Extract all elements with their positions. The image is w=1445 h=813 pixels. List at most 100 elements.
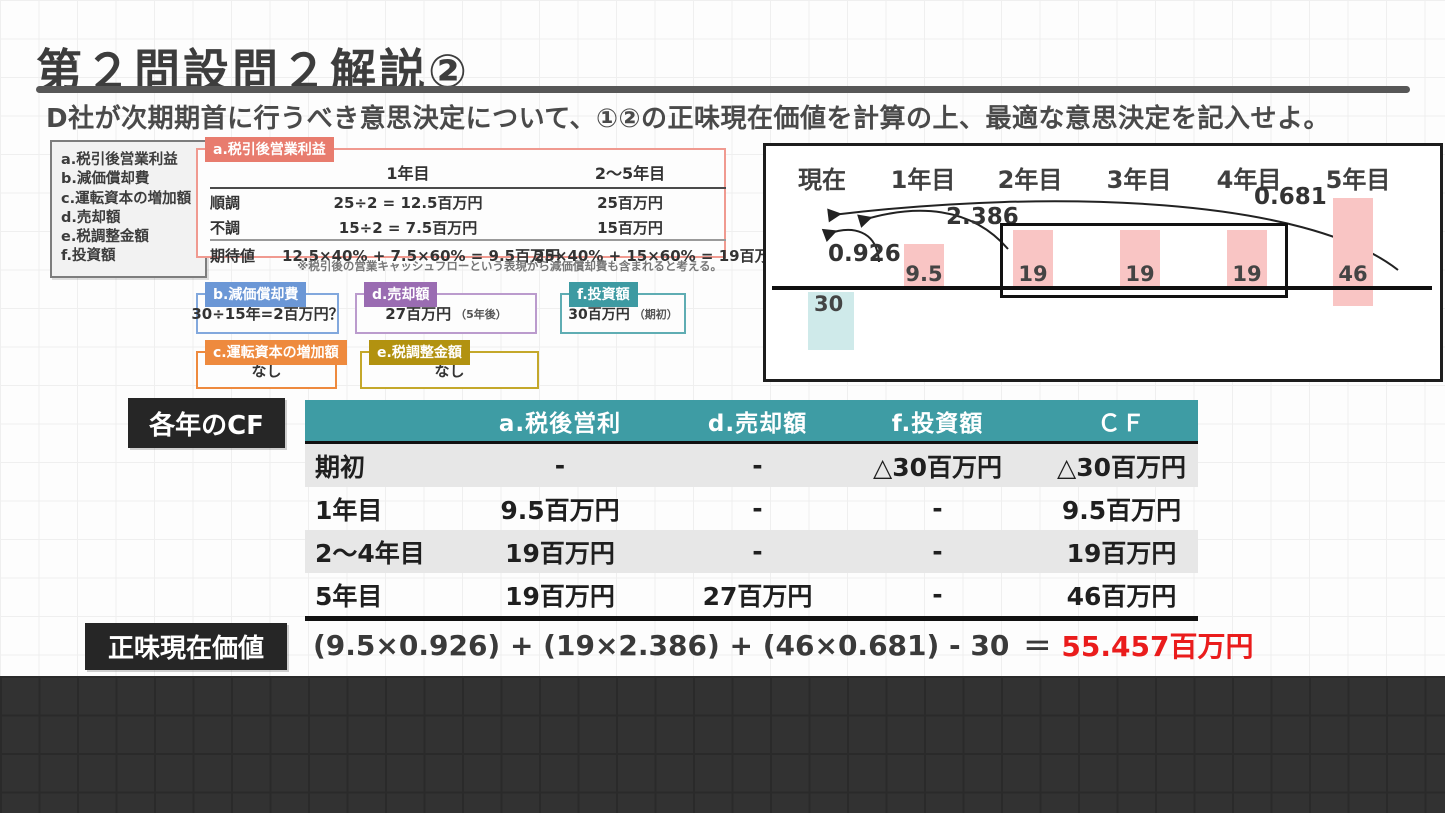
legend-item: a.税引後営業利益: [61, 152, 178, 168]
cell: 25百万円: [597, 194, 663, 212]
box-a-table: 1年目 2～5年目 順調 25÷2 = 12.5百万円 25百万円 不調 15÷…: [210, 160, 785, 267]
npv-equation: (9.5×0.926) + (19×2.386) + (46×0.681) - …: [313, 625, 1253, 665]
cell: 25×40% + 15×60% = 19百万円: [534, 239, 785, 267]
box-a-col1-header: 1年目: [282, 160, 534, 189]
row-label: 期初: [315, 452, 366, 482]
legend-item: f.投資額: [61, 248, 116, 265]
npv-result: 55.457百万円: [1061, 630, 1254, 663]
legend-item: e.税調整金額: [61, 229, 149, 246]
cell: 25÷2 = 12.5百万円: [333, 194, 483, 212]
cell: 12.5×40% + 7.5×60% = 9.5百万円: [282, 239, 560, 267]
year-label: 1年目: [890, 166, 956, 194]
row-label: 不調: [210, 219, 241, 237]
bar-value: 19: [1018, 262, 1048, 286]
cell: 19百万円: [1066, 538, 1177, 568]
box-f-value: 30百万円: [568, 306, 630, 323]
box-e-value: なし: [434, 361, 465, 380]
row-label: 1年目: [315, 495, 383, 525]
cf-bar-year4: 19: [1227, 230, 1267, 286]
box-e-tag: e.税調整金額: [369, 340, 470, 365]
header-sale: d.売却額: [707, 410, 808, 437]
year-label: 4年目: [1216, 166, 1282, 194]
cell: 9.5百万円: [500, 495, 620, 525]
box-d-value: 27百万円: [385, 305, 452, 323]
table-row: 5年目 19百万円 27百万円 - 46百万円: [305, 573, 1198, 621]
box-c-tag: c.運転資本の増加額: [205, 340, 347, 365]
year-label: 現在: [798, 166, 846, 194]
cf-table-header: a.税後営利 d.売却額 f.投資額 ＣＦ: [305, 400, 1198, 444]
cell: -: [932, 580, 943, 609]
annuity-highlight-rect: [1000, 223, 1288, 298]
cell: △30百万円: [872, 452, 1003, 482]
box-f-tag: f.投資額: [569, 282, 638, 307]
cell: 19百万円: [505, 581, 615, 611]
cell: 46百万円: [1066, 581, 1177, 611]
legend-item: d.売却額: [61, 209, 121, 226]
letterbox-footer: [0, 676, 1445, 813]
box-b-value: 30÷15年=2百万円？: [191, 305, 344, 323]
box-tax-adjustment: e.税調整金額 なし: [360, 340, 539, 389]
cell: 15百万円: [597, 219, 663, 237]
box-after-tax-profit: a.税引後営業利益 1年目 2～5年目 順調 25÷2 = 12.5百万円 25…: [196, 137, 785, 265]
box-d-note: （5年後）: [455, 307, 507, 321]
row-label: 2～4年目: [315, 538, 425, 568]
npv-expression: (9.5×0.926) + (19×2.386) + (46×0.681) - …: [313, 628, 1010, 662]
cell: -: [554, 451, 566, 480]
cf-table: a.税後営利 d.売却額 f.投資額 ＣＦ 期初 - - △30百万円 △30百…: [305, 400, 1198, 621]
problem-statement: D社が次期期首に行うべき意思決定について、①②の正味現在価値を計算の上、最適な意…: [46, 104, 1331, 134]
box-sale-price: d.売却額 27百万円 （5年後）: [355, 282, 537, 334]
year-label: 5年目: [1325, 166, 1391, 194]
cell: 19百万円: [505, 538, 615, 568]
box-a-tag: a.税引後営業利益: [205, 137, 334, 162]
box-a-footnote: ※税引後の営業キャッシュフローという表現から減価償却費も含まれると考える。: [297, 259, 722, 273]
row-label: 期待値: [210, 239, 282, 267]
cell: -: [932, 537, 943, 566]
header-cf: ＣＦ: [1097, 410, 1146, 437]
discount-factor-5yr: 0.681: [1254, 184, 1327, 210]
box-a-corner: [210, 160, 282, 189]
table-row: 1年目 9.5百万円 - - 9.5百万円: [305, 487, 1198, 530]
box-d-tag: d.売却額: [364, 282, 438, 307]
year-label: 2年目: [997, 166, 1063, 194]
bar-value: 19: [1232, 262, 1262, 286]
header-investment: f.投資額: [891, 410, 984, 437]
cell: -: [932, 494, 943, 523]
box-a-col2-header: 2～5年目: [534, 160, 726, 189]
cell: -: [752, 494, 763, 523]
cell: 9.5百万円: [1061, 495, 1182, 525]
cf-bar-year1: 9.5: [904, 244, 944, 286]
equals-sign: ＝: [1023, 630, 1052, 663]
cell: -: [752, 537, 763, 566]
box-f-note: （期初）: [633, 307, 678, 321]
title-divider: [36, 86, 1410, 93]
cashflow-timeline-chart: 現在 1年目 2年目 3年目 4年目 5年目 0.926 2.386 0.681…: [763, 143, 1443, 382]
box-depreciation: b.減価償却費 30÷15年=2百万円？: [191, 282, 344, 334]
cf-bar-year3: 19: [1120, 230, 1160, 286]
bar-value: 46: [1338, 262, 1368, 286]
npv-label: 正味現在価値: [85, 623, 287, 670]
cf-section-label: 各年のCF: [128, 398, 285, 448]
bar-value: 30: [814, 292, 844, 316]
header-profit: a.税後営利: [498, 410, 622, 437]
cf-bar-initial-outflow: 30: [808, 292, 854, 350]
table-row: 2～4年目 19百万円 - - 19百万円: [305, 530, 1198, 573]
box-investment: f.投資額 30百万円 （期初）: [560, 282, 686, 334]
legend-box: a.税引後営業利益 b.減価償却費 c.運転資本の増加額 d.売却額 e.税調整…: [50, 140, 207, 278]
row-label: 5年目: [315, 581, 383, 611]
cell: △30百万円: [1056, 452, 1187, 482]
cf-bar-year2: 19: [1013, 230, 1053, 286]
table-row: 期初 - - △30百万円 △30百万円: [305, 444, 1198, 487]
timeline-axis: [772, 286, 1432, 290]
cell: 15÷2 = 7.5百万円: [338, 219, 478, 237]
box-c-value: なし: [251, 361, 282, 380]
bar-value: 9.5: [905, 262, 943, 286]
discount-factor-1yr: 0.926: [828, 241, 901, 267]
legend-item: b.減価償却費: [61, 171, 150, 188]
row-label: 順調: [210, 194, 241, 212]
box-working-capital: c.運転資本の増加額 なし: [196, 340, 347, 389]
year-label: 3年目: [1106, 166, 1172, 194]
box-b-tag: b.減価償却費: [205, 282, 307, 307]
legend-item: c.運転資本の増加額: [61, 190, 192, 207]
bar-value: 19: [1125, 262, 1155, 286]
